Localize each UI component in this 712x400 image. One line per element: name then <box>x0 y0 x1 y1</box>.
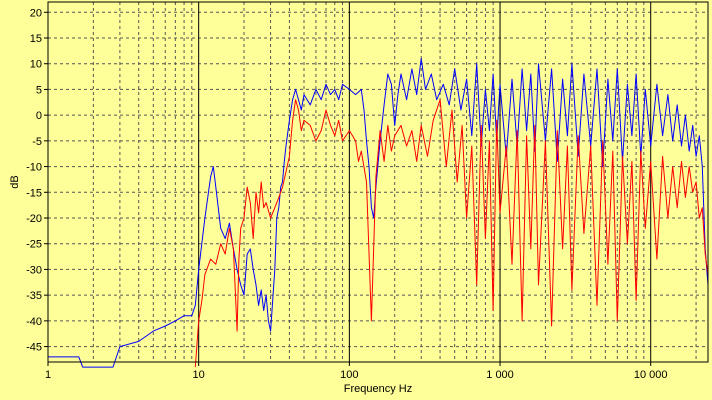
y-tick-label: 0 <box>36 110 42 122</box>
series-line-1 <box>48 58 709 368</box>
series-layer <box>48 58 709 368</box>
series-line-2 <box>194 99 709 368</box>
y-tick-label: -40 <box>26 316 42 328</box>
y-tick-label: -15 <box>26 187 42 199</box>
grid-lines <box>47 2 708 362</box>
y-tick-label: -30 <box>26 264 42 276</box>
y-tick-label: 15 <box>30 33 42 45</box>
y-tick-label: -25 <box>26 239 42 251</box>
x-tick-label: 1 <box>45 369 51 381</box>
plot-frame <box>47 1 709 363</box>
y-tick-label: 20 <box>30 7 42 19</box>
y-tick-label: -20 <box>26 213 42 225</box>
y-tick-label: -45 <box>26 342 42 354</box>
y-axis-title: dB <box>9 175 21 188</box>
x-tick-label: 10 <box>193 369 205 381</box>
y-tick-label: 5 <box>36 84 42 96</box>
x-tick-label: 100 <box>340 369 358 381</box>
x-tick-label: 10 000 <box>634 369 668 381</box>
y-tick-label: -35 <box>26 290 42 302</box>
y-tick-label: 10 <box>30 59 42 71</box>
y-tick-label: -5 <box>32 136 42 148</box>
tick-labels: 20 15 10 5 0 -5 -10 -15 -20 -25 -30 -35 -40 -45 1 10 100… <box>26 7 667 381</box>
x-axis-title: Frequency Hz <box>344 383 412 395</box>
y-tick-label: -10 <box>26 162 42 174</box>
x-tick-label: 1 000 <box>486 369 514 381</box>
